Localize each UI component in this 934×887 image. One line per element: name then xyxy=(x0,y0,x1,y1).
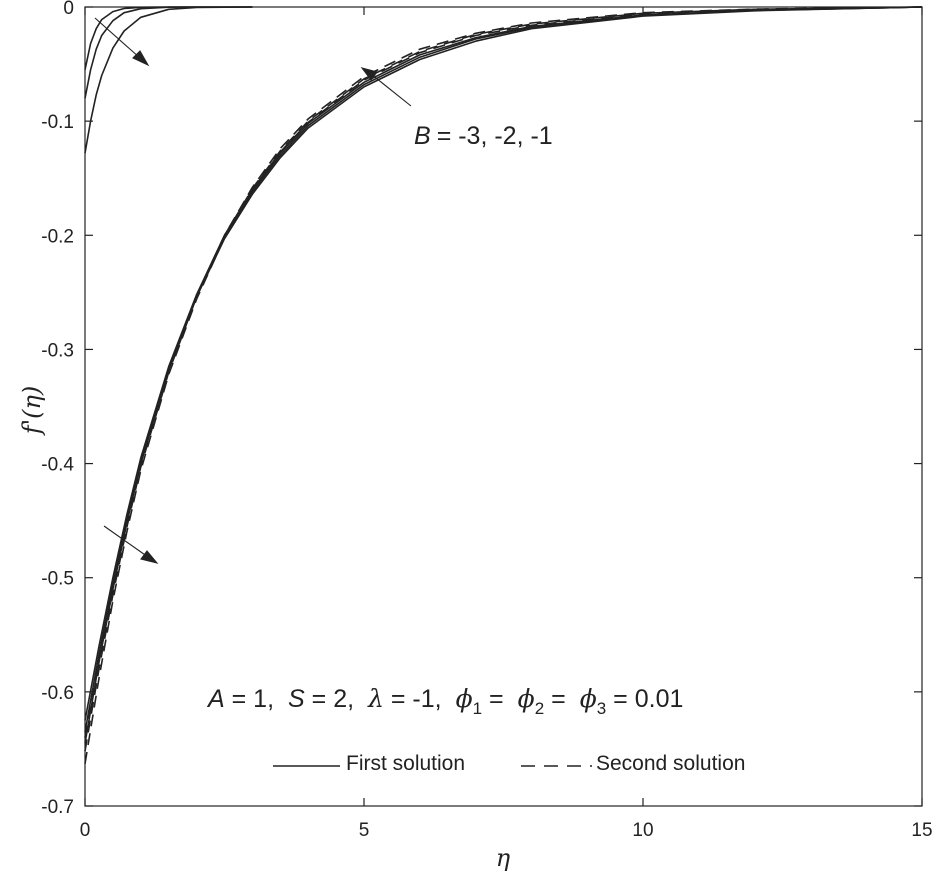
legend: First solution Second solution xyxy=(273,752,745,775)
legend-first-solution: First solution xyxy=(346,752,465,775)
param-phi1-sub: 1 xyxy=(473,699,482,718)
param-phi3-value: = 0.01 xyxy=(606,685,683,713)
b-symbol: B xyxy=(414,122,431,150)
arrow-bottom-head xyxy=(140,550,159,564)
arrow-mid-head xyxy=(360,67,378,81)
ticks-layer: 0 5 10 15 0 -0.1 -0.2 -0.3 -0.4 -0.5 -0.6 -0.7 xyxy=(41,0,932,841)
param-phi1-symbol: ϕ xyxy=(456,684,473,713)
y-tick-label: -0.3 xyxy=(41,340,74,361)
param-s-symbol: S xyxy=(288,685,305,713)
y-tick-label: 0 xyxy=(63,0,74,19)
param-phi3-symbol: ϕ xyxy=(580,684,597,713)
y-tick-label: -0.5 xyxy=(41,569,74,590)
param-phi1-value: = xyxy=(482,685,504,713)
series-line-4 xyxy=(84,6,923,721)
legend-second-solution: Second solution xyxy=(596,752,745,775)
arrow-mid-line xyxy=(370,73,412,107)
param-lambda-symbol: λ xyxy=(367,684,384,713)
trend-arrows xyxy=(94,17,412,564)
param-phi2-value: = xyxy=(544,685,566,713)
plot-frame xyxy=(84,6,923,807)
x-axis-label: η xyxy=(496,844,511,872)
series-line-7 xyxy=(84,6,923,738)
param-s-value: = 2, xyxy=(305,685,354,713)
b-annotation: B = -3, -2, -1 xyxy=(414,122,553,150)
params-annotation: A = 1, S = 2, λ = -1, ϕ1 = ϕ2 = ϕ3 = 0.01 xyxy=(206,684,683,718)
param-phi3-sub: 3 xyxy=(597,699,606,718)
y-axis-label: f'(η) xyxy=(18,386,46,437)
arrow-top-left-head xyxy=(132,50,150,67)
y-tick-label: -0.4 xyxy=(41,455,74,476)
b-values: = -3, -2, -1 xyxy=(437,122,553,150)
param-phi2-symbol: ϕ xyxy=(518,684,535,713)
series-line-6 xyxy=(84,6,923,744)
x-tick-label: 10 xyxy=(632,820,653,841)
param-a-value: = 1, xyxy=(225,685,274,713)
param-phi2-sub: 2 xyxy=(535,699,544,718)
arrow-bottom-line xyxy=(103,525,149,558)
y-tick-label: -0.2 xyxy=(41,226,74,247)
param-lambda-value: = -1, xyxy=(384,685,442,713)
y-tick-label: -0.6 xyxy=(41,683,74,704)
series-line-9 xyxy=(84,6,923,764)
series-line-8 xyxy=(84,6,923,752)
y-tick-label: -0.1 xyxy=(41,112,74,133)
series-line-5 xyxy=(84,6,923,732)
x-tick-label: 5 xyxy=(359,820,370,841)
y-tick-label: -0.7 xyxy=(41,797,74,818)
x-tick-label: 0 xyxy=(80,820,91,841)
x-tick-label: 15 xyxy=(911,820,932,841)
param-a-symbol: A xyxy=(206,685,225,713)
arrow-top-left-line xyxy=(94,17,141,59)
